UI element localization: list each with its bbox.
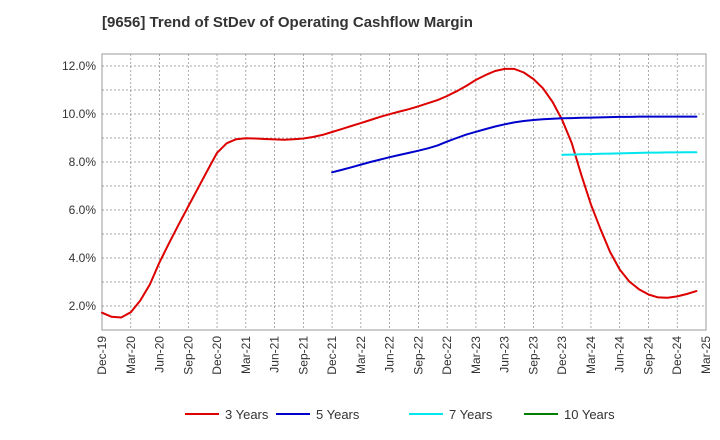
y-tick-label: 12.0% — [62, 59, 96, 73]
x-tick-label: Dec-21 — [325, 336, 339, 375]
legend-label: 10 Years — [564, 407, 615, 422]
x-tick-label: Sep-21 — [296, 336, 310, 375]
series-line-7-years — [561, 151, 698, 156]
x-tick-label: Sep-22 — [411, 336, 425, 375]
legend: 3 Years 5 Years 7 Years 10 Years — [185, 407, 615, 422]
series-layer — [101, 67, 698, 319]
x-tick-label: Mar-22 — [354, 336, 368, 374]
x-tick-label: Mar-20 — [124, 336, 138, 374]
x-tick-layer: Dec-19 Mar-20 Jun-20 Sep-20 Dec-20 Mar-21 Jun-… — [95, 336, 713, 375]
x-tick-label: Dec-19 — [95, 336, 109, 375]
x-tick-label: Mar-24 — [584, 336, 598, 374]
chart-title: [9656] Trend of StDev of Operating Cashf… — [102, 14, 473, 31]
y-tick-label: 4.0% — [69, 251, 97, 265]
x-tick-label: Jun-22 — [383, 336, 397, 373]
x-tick-label: Jun-20 — [153, 336, 167, 373]
x-tick-label: Jun-24 — [613, 336, 627, 373]
x-tick-label: Dec-22 — [440, 336, 454, 375]
legend-label: 3 Years — [225, 407, 269, 422]
series-line-3-years — [101, 67, 698, 319]
x-tick-label: Mar-25 — [699, 336, 713, 374]
x-tick-label: Jun-21 — [268, 336, 282, 373]
x-tick-label: Mar-23 — [469, 336, 483, 374]
series-line-5-years — [331, 115, 698, 174]
x-tick-label: Dec-24 — [670, 336, 684, 375]
plot-area — [101, 53, 707, 331]
y-tick-label: 2.0% — [69, 299, 97, 313]
x-tick-label: Dec-23 — [555, 336, 569, 375]
x-tick-label: Dec-20 — [210, 336, 224, 375]
y-tick-label: 10.0% — [62, 107, 96, 121]
x-tick-label: Sep-24 — [641, 336, 655, 375]
legend-label: 7 Years — [449, 407, 493, 422]
y-tick-label: 8.0% — [69, 155, 97, 169]
x-tick-label: Mar-21 — [239, 336, 253, 374]
x-tick-label: Sep-20 — [181, 336, 195, 375]
x-tick-label: Jun-23 — [498, 336, 512, 373]
x-tick-label: Sep-23 — [526, 336, 540, 375]
grid-layer — [102, 54, 706, 330]
y-tick-layer: 2.0% 4.0% 6.0% 8.0% 10.0% 12.0% — [62, 59, 96, 313]
legend-label: 5 Years — [316, 407, 360, 422]
y-tick-label: 6.0% — [69, 203, 97, 217]
